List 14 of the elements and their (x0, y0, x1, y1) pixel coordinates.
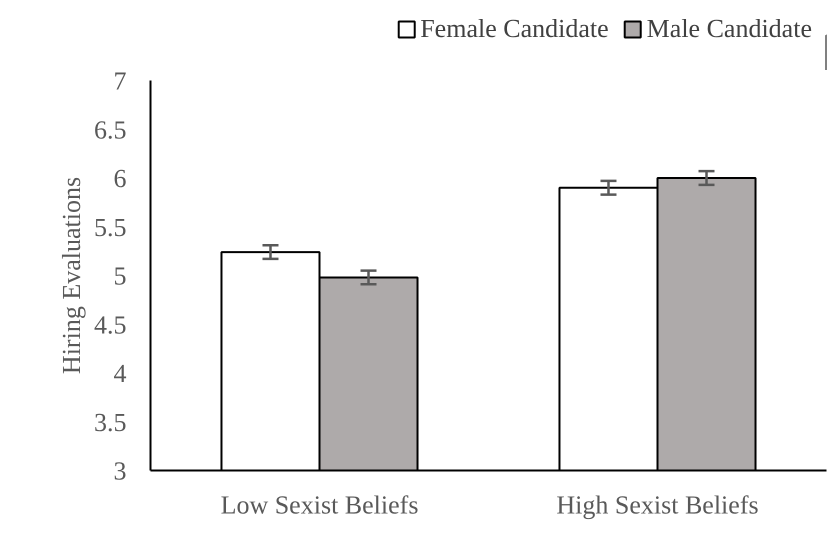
y-tick-label: 3.5 (94, 408, 126, 437)
legend-label: Female Candidate (420, 14, 609, 44)
x-tick-label: Low Sexist Beliefs (220, 490, 418, 520)
x-tick-label: High Sexist Beliefs (556, 490, 759, 520)
legend-label: Male Candidate (646, 14, 812, 44)
y-tick-label: 4 (114, 359, 126, 388)
y-tick-label: 7 (114, 66, 126, 96)
y-tick-label: 4.5 (94, 310, 126, 340)
y-tick-label: 5.5 (94, 212, 126, 242)
y-tick-label: 5 (114, 262, 126, 290)
y-tick-label: 6 (114, 164, 126, 193)
y-tick-label: 3 (114, 456, 126, 486)
y-axis-title: Hiring Evaluations (57, 176, 86, 374)
y-tick-label: 6.5 (94, 115, 126, 144)
